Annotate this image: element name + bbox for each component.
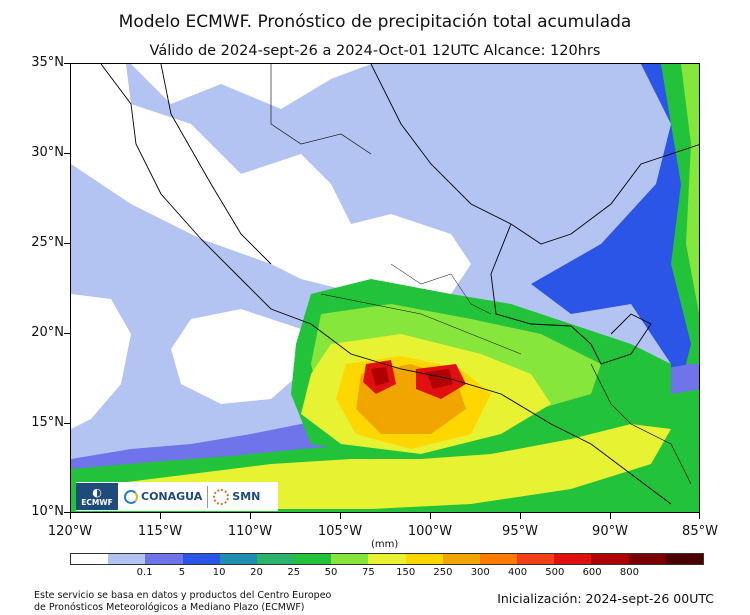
colorbar-segment <box>71 554 109 564</box>
colorbar-tick-label: 250 <box>433 567 453 578</box>
ecmwf-logo-text: ECMWF <box>81 497 113 507</box>
colorbar-segment <box>442 554 480 564</box>
colorbar-tick-label: 400 <box>507 567 528 578</box>
precipitation-field <box>71 64 699 512</box>
colorbar-segment <box>591 554 629 564</box>
colorbar-tick-label: 150 <box>396 567 416 578</box>
colorbar-tick-label: 0.1 <box>136 567 153 578</box>
lon-label: 120°W <box>47 524 93 539</box>
lon-tick <box>160 513 161 519</box>
lon-tick <box>520 513 521 519</box>
colorbar-segment <box>108 554 146 564</box>
conagua-logo-text: CONAGUA <box>141 490 203 503</box>
lon-tick <box>430 513 431 519</box>
colorbar-segment <box>368 554 406 564</box>
lon-label: 85°W <box>682 524 718 539</box>
colorbar-segment <box>628 554 666 564</box>
colorbar-segment <box>182 554 220 564</box>
smn-logo-text: SMN <box>232 490 261 503</box>
smn-dots-icon <box>213 488 230 505</box>
colorbar-segment <box>331 554 369 564</box>
colorbar-segment <box>294 554 332 564</box>
colorbar-tick-label: 25 <box>287 567 301 578</box>
lat-tick <box>64 512 70 513</box>
colorbar-tick-label: 300 <box>470 567 490 578</box>
footer-credit-line2: de Pronósticos Meteorológicos a Mediano … <box>34 602 305 613</box>
lat-label: 15°N <box>31 415 64 430</box>
footer-credit: Este servicio se basa en datos y product… <box>34 590 331 614</box>
lat-label: 10°N <box>31 504 64 519</box>
lat-label: 25°N <box>31 235 64 250</box>
colorbar-segment <box>665 554 703 564</box>
lat-tick <box>64 63 70 64</box>
conagua-logo: CONAGUA <box>124 489 203 504</box>
colorbar <box>70 553 704 565</box>
colorbar-tick-label: 800 <box>619 567 639 578</box>
initialization-time: Inicialización: 2024-sept-26 00UTC <box>497 591 714 606</box>
colorbar-tick-label: 10 <box>212 567 226 578</box>
ecmwf-mark-icon: ◐ <box>92 485 102 499</box>
colorbar-tick-label: 5 <box>178 567 186 578</box>
lon-tick <box>699 513 700 519</box>
lat-label: 35°N <box>31 55 64 70</box>
colorbar-tick-label: 50 <box>324 567 338 578</box>
colorbar-tick-label: 20 <box>250 567 263 578</box>
footer-credit-line1: Este servicio se basa en datos y product… <box>34 590 332 601</box>
lon-label: 90°W <box>592 524 628 539</box>
conagua-swirl-icon <box>124 489 138 504</box>
lat-tick <box>64 423 70 424</box>
precipitation-map <box>70 63 700 513</box>
colorbar-segment <box>517 554 555 564</box>
colorbar-segment <box>256 554 295 564</box>
colorbar-tick-label: 75 <box>361 567 375 578</box>
colorbar-segment <box>219 554 257 564</box>
lon-tick <box>250 513 251 519</box>
map-subtitle: Válido de 2024-sept-26 a 2024-Oct-01 12U… <box>149 43 601 59</box>
lat-tick <box>64 153 70 154</box>
map-title: Modelo ECMWF. Pronóstico de precipitació… <box>118 12 632 32</box>
lon-label: 105°W <box>317 524 363 539</box>
lon-label: 115°W <box>137 524 183 539</box>
colorbar-units: (mm) <box>371 539 399 550</box>
colorbar-tick-label: 600 <box>582 567 602 578</box>
lat-label: 20°N <box>31 325 64 340</box>
colorbar-segment <box>554 554 592 564</box>
lon-tick <box>610 513 611 519</box>
lon-label: 110°W <box>227 524 273 539</box>
lon-tick <box>70 513 71 519</box>
colorbar-segment <box>405 554 443 564</box>
lat-label: 30°N <box>31 145 64 160</box>
colorbar-segment <box>145 554 183 564</box>
lat-tick <box>64 243 70 244</box>
lon-label: 100°W <box>407 524 453 539</box>
lon-tick <box>340 513 341 519</box>
ecmwf-logo: ◐ ECMWF <box>76 483 118 510</box>
smn-logo: SMN <box>213 488 261 505</box>
lat-tick <box>64 333 70 334</box>
logo-divider <box>207 485 209 508</box>
colorbar-segment <box>479 554 518 564</box>
agency-logos: ◐ ECMWF CONAGUA SMN <box>76 482 278 511</box>
lon-label: 95°W <box>502 524 538 539</box>
colorbar-tick-label: 500 <box>545 567 565 578</box>
